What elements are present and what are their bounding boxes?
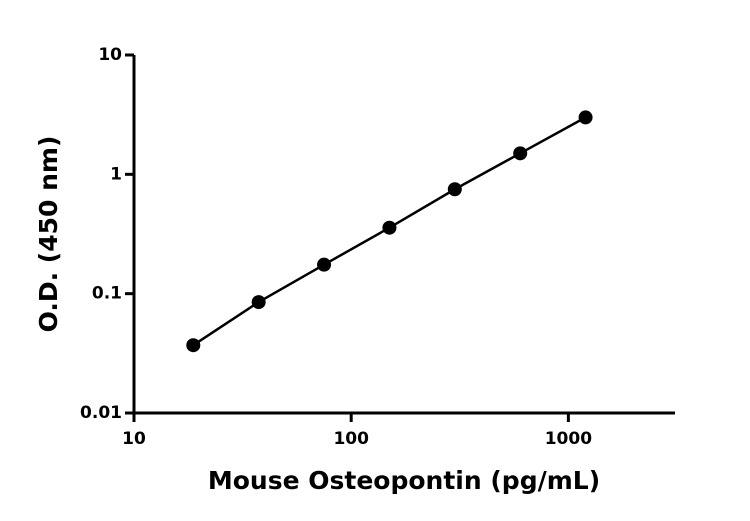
data-point [317, 257, 332, 272]
x-tick-label: 1000 [545, 429, 592, 449]
data-point [382, 220, 397, 235]
y-tick-label: 1 [110, 164, 122, 184]
y-axis-label: O.D. (450 nm) [34, 136, 63, 333]
data-point [447, 182, 462, 197]
x-tick-label: 100 [333, 429, 369, 449]
data-point [513, 146, 528, 161]
y-tick-label: 0.01 [80, 403, 122, 423]
y-tick-label: 0.1 [92, 284, 122, 304]
data-point [251, 295, 266, 310]
y-tick-label: 10 [98, 45, 122, 65]
x-axis-label: Mouse Osteopontin (pg/mL) [208, 466, 600, 495]
x-tick-label: 10 [122, 429, 146, 449]
data-point [186, 338, 201, 353]
data-point [578, 110, 593, 125]
